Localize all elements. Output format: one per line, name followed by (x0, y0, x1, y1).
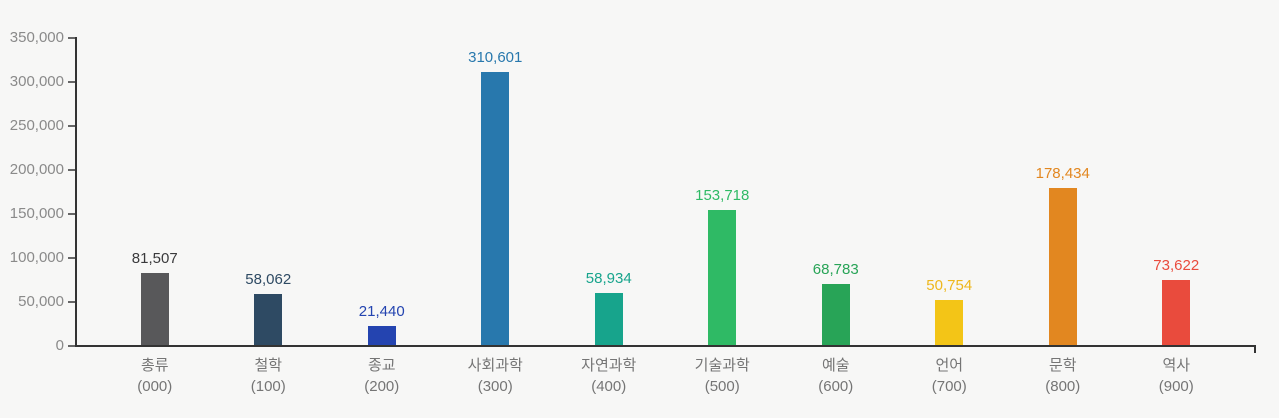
bar-slot: 58,934 자연과학 (400) (552, 37, 666, 397)
category-name: 예술 (821, 357, 850, 374)
y-tick-label: 350,000 (9, 29, 64, 46)
category-label: 자연과학 (400) (581, 355, 636, 397)
y-tick (68, 125, 75, 127)
y-tick-label: 100,000 (9, 249, 64, 266)
category-label: 철학 (100) (251, 355, 286, 397)
y-tick-label: 150,000 (9, 205, 64, 222)
category-name: 자연과학 (581, 357, 637, 374)
bar-area: 68,783 (813, 37, 859, 345)
bar (481, 72, 510, 345)
bar (1048, 188, 1077, 345)
category-label: 기술과학 (500) (695, 355, 750, 397)
bar-area: 178,434 (1036, 37, 1090, 345)
category-name: 총류 (140, 357, 169, 374)
bar-slot: 81,507 총류 (000) (98, 37, 212, 397)
bar-value-label: 310,601 (468, 49, 523, 66)
bar-value-label: 73,622 (1153, 257, 1200, 274)
bar-value-label: 178,434 (1035, 165, 1090, 182)
bar-slot: 50,754 언어 (700) (893, 37, 1007, 397)
bar-area: 58,934 (586, 37, 632, 345)
bar-area: 50,754 (926, 37, 972, 345)
bar (708, 210, 737, 345)
bar-area: 58,062 (245, 37, 291, 345)
category-name: 기술과학 (694, 357, 750, 374)
x-axis-line (75, 345, 1256, 347)
bar-value-label: 153,718 (695, 187, 750, 204)
category-name: 역사 (1162, 357, 1191, 374)
y-tick (68, 257, 75, 259)
category-name: 철학 (254, 357, 283, 374)
bar-value-label: 81,507 (131, 250, 178, 267)
bar-area: 310,601 (468, 37, 522, 345)
bar-value-label: 68,783 (812, 261, 859, 278)
category-code: (100) (250, 378, 286, 395)
bar (367, 326, 396, 345)
y-tick (68, 213, 75, 215)
category-code: (200) (364, 378, 400, 395)
category-code: (600) (818, 378, 854, 395)
y-tick (68, 169, 75, 171)
x-axis-end-tick (1254, 345, 1256, 353)
bar (594, 293, 623, 345)
bar-area: 81,507 (132, 37, 178, 345)
bar-value-label: 58,062 (245, 271, 292, 288)
bar (140, 273, 169, 345)
category-name: 문학 (1048, 357, 1077, 374)
bar-slots: 81,507 총류 (000) 58,062 철학 (100) 21,440 종교 (200) 3… (76, 37, 1255, 397)
category-label: 역사 (900) (1159, 355, 1194, 397)
y-tick (68, 301, 75, 303)
y-axis-line (75, 37, 77, 347)
bar (254, 294, 283, 345)
bar (935, 300, 964, 345)
bar-slot: 21,440 종교 (200) (325, 37, 439, 397)
category-code: (300) (477, 378, 513, 395)
category-code: (000) (137, 378, 173, 395)
bar (1162, 280, 1191, 345)
bar-slot: 58,062 철학 (100) (212, 37, 326, 397)
bar-slot: 68,783 예술 (600) (779, 37, 893, 397)
category-code: (700) (931, 378, 967, 395)
bar (821, 284, 850, 345)
category-label: 총류 (000) (137, 355, 172, 397)
category-name: 종교 (367, 357, 396, 374)
bar-slot: 73,622 역사 (900) (1120, 37, 1234, 397)
y-tick-label: 200,000 (9, 161, 64, 178)
y-tick (68, 345, 75, 347)
bar-value-label: 21,440 (358, 303, 405, 320)
bar-value-label: 58,934 (585, 270, 632, 287)
bar-slot: 178,434 문학 (800) (1006, 37, 1120, 397)
category-name: 언어 (935, 357, 964, 374)
category-label: 예술 (600) (818, 355, 853, 397)
category-code: (800) (1045, 378, 1081, 395)
bar-value-label: 50,754 (926, 277, 973, 294)
y-tick-label: 250,000 (9, 117, 64, 134)
y-tick-label: 300,000 (9, 73, 64, 90)
category-label: 종교 (200) (364, 355, 399, 397)
category-name: 사회과학 (467, 357, 523, 374)
bar-area: 73,622 (1153, 37, 1199, 345)
category-code: (500) (704, 378, 740, 395)
y-tick-label: 50,000 (18, 293, 64, 310)
category-label: 사회과학 (300) (468, 355, 523, 397)
category-code: (400) (591, 378, 627, 395)
bar-slot: 310,601 사회과학 (300) (439, 37, 553, 397)
category-label: 문학 (800) (1045, 355, 1080, 397)
y-tick (68, 37, 75, 39)
bar-area: 21,440 (359, 37, 405, 345)
category-code: (900) (1158, 378, 1194, 395)
category-label: 언어 (700) (932, 355, 967, 397)
bar-area: 153,718 (695, 37, 749, 345)
bar-slot: 153,718 기술과학 (500) (666, 37, 780, 397)
y-tick-label: 0 (55, 337, 64, 354)
y-tick (68, 81, 75, 83)
